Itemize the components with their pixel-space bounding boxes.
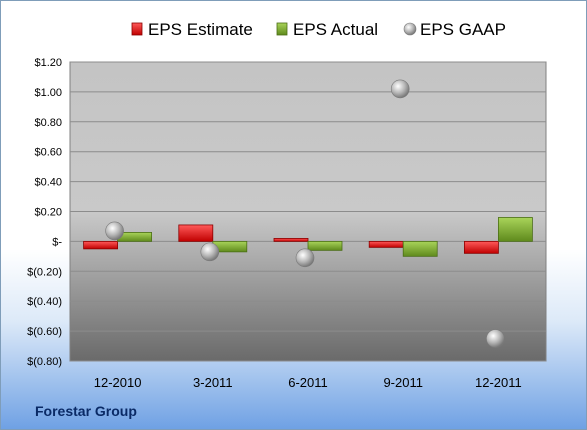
gaap-marker <box>105 221 124 241</box>
y-tick-label: $(0.80) <box>27 356 62 368</box>
x-tick-label: 9-2011 <box>383 375 423 390</box>
company-name: Forestar Group <box>35 403 137 419</box>
x-tick-label: 12-2010 <box>94 375 142 390</box>
legend-swatch <box>403 22 417 36</box>
y-tick-label: $(0.20) <box>27 266 62 278</box>
actual-bar <box>402 240 438 257</box>
legend: EPS Estimate EPS Actual EPS GAAP <box>131 20 506 39</box>
y-tick-label: $0.80 <box>34 117 62 129</box>
y-axis: $1.20 $1.00 $0.80 $0.60 $0.40 $0.20 $- $(0.20) $… <box>27 57 62 368</box>
estimate-bar <box>463 240 499 254</box>
y-tick-label: $0.20 <box>34 207 62 219</box>
legend-label: EPS GAAP <box>420 20 506 39</box>
estimate-bar <box>178 224 214 242</box>
y-tick-label: $(0.40) <box>27 296 62 308</box>
estimate-bar <box>368 240 404 248</box>
y-tick-label: $1.00 <box>34 87 62 99</box>
y-tick-label: $0.60 <box>34 147 62 159</box>
y-tick-label: $0.40 <box>34 177 62 189</box>
y-tick-label: $- <box>52 236 62 248</box>
x-tick-label: 3-2011 <box>193 375 233 390</box>
x-tick-label: 12-2011 <box>475 375 522 390</box>
actual-bar <box>307 240 343 251</box>
y-tick-label: $1.20 <box>34 57 62 69</box>
x-axis: 12-2010 3-2011 6-2011 9-2011 12-2011 <box>94 375 522 390</box>
legend-swatch <box>276 22 288 36</box>
estimate-bar <box>83 240 118 250</box>
actual-bar <box>497 217 533 242</box>
legend-swatch <box>131 22 143 36</box>
legend-label: EPS Estimate <box>148 20 253 39</box>
gaap-marker <box>200 242 220 262</box>
legend-label: EPS Actual <box>293 20 378 39</box>
gaap-marker <box>295 248 315 268</box>
x-tick-label: 6-2011 <box>288 375 328 390</box>
bars <box>83 217 533 257</box>
estimate-bar <box>273 238 309 242</box>
y-tick-label: $(0.60) <box>27 326 62 338</box>
gaap-markers <box>105 79 505 348</box>
gaap-marker <box>390 79 410 99</box>
gaap-marker <box>486 329 505 348</box>
